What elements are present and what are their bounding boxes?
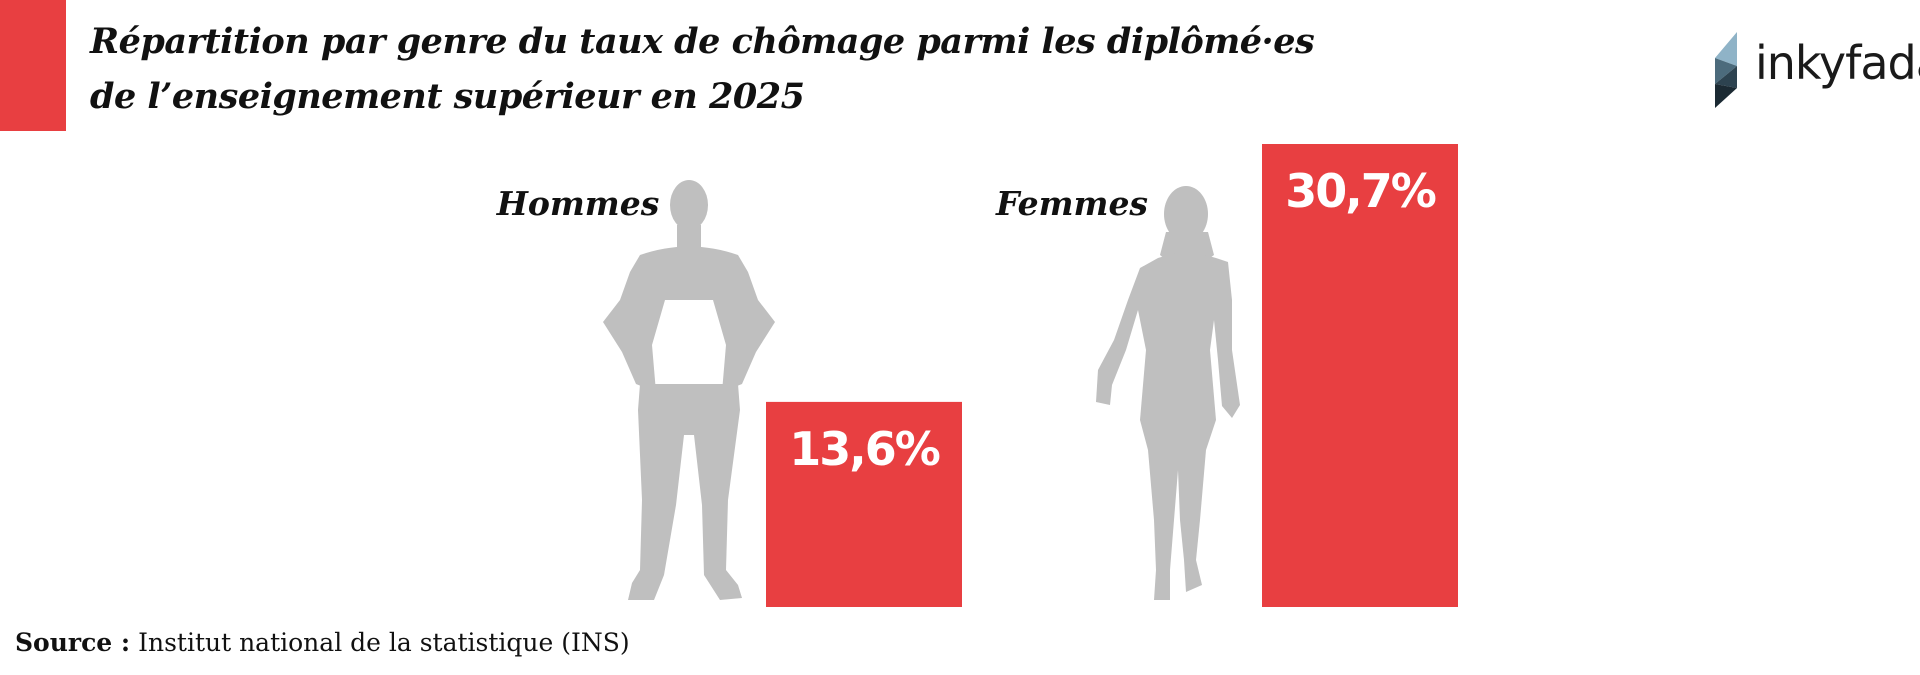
inkyfada-logo-icon <box>1715 32 1737 108</box>
title-line-1: Répartition par genre du taux de chômage… <box>90 21 1315 62</box>
accent-block <box>0 0 66 131</box>
bar-hommes <box>766 401 962 607</box>
title-line-2: de l’enseignement supérieur en 2025 <box>90 76 805 117</box>
group-label-hommes: Hommes <box>496 184 660 223</box>
bar-value-label-hommes: 13,6% <box>789 422 939 476</box>
man-silhouette-icon <box>603 180 775 600</box>
bar-femmes <box>1262 144 1458 607</box>
source-text: Institut national de la statistique (INS… <box>138 628 630 657</box>
group-labels-layer: Hommes Femmes <box>496 184 1148 223</box>
woman-silhouette-icon <box>1096 186 1240 600</box>
source-label: Source : <box>15 628 131 657</box>
logo-wordmark: inkyfada <box>1755 36 1920 90</box>
group-label-femmes: Femmes <box>995 184 1148 223</box>
chart-title: Répartition par genre du taux de chômage… <box>90 14 1315 124</box>
bars-layer: 13,6% 30,7% <box>766 144 1458 607</box>
source-line: Source : Institut national de la statist… <box>15 628 630 657</box>
inkyfada-logo: inkyfada <box>1713 30 1920 108</box>
bar-value-label-femmes: 30,7% <box>1285 164 1435 218</box>
